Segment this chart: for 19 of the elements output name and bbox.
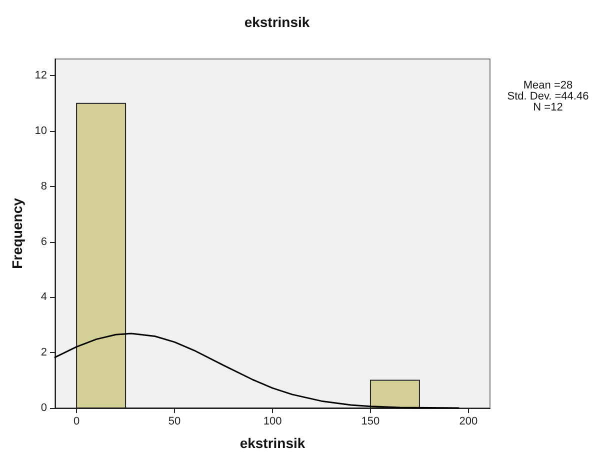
y-tick-label: 2 xyxy=(40,346,47,359)
x-tick-label: 100 xyxy=(263,416,282,428)
line-series xyxy=(54,332,460,409)
text: N =12 xyxy=(533,102,563,114)
x-axis-title: ekstrinsik xyxy=(240,435,306,451)
y-tick-label: 4 xyxy=(40,291,47,304)
text: Mean =28 xyxy=(523,80,573,92)
text: Std. Dev. =44.46 xyxy=(507,90,589,102)
x-tick-label: 150 xyxy=(361,416,380,428)
y-tick-label: 12 xyxy=(34,70,47,82)
y-tick-label: 8 xyxy=(40,180,47,192)
y-tick-label: 10 xyxy=(34,125,47,138)
x-tick-label: 200 xyxy=(459,416,478,428)
y-axis-title: Frequency xyxy=(8,198,25,269)
x-tick-label: 50 xyxy=(168,416,181,428)
chart-title: ekstrinsik xyxy=(244,14,310,30)
y-tick-label: 0 xyxy=(40,402,47,414)
y-tick-label: 6 xyxy=(40,236,47,248)
x-tick-label: 0 xyxy=(73,416,80,428)
